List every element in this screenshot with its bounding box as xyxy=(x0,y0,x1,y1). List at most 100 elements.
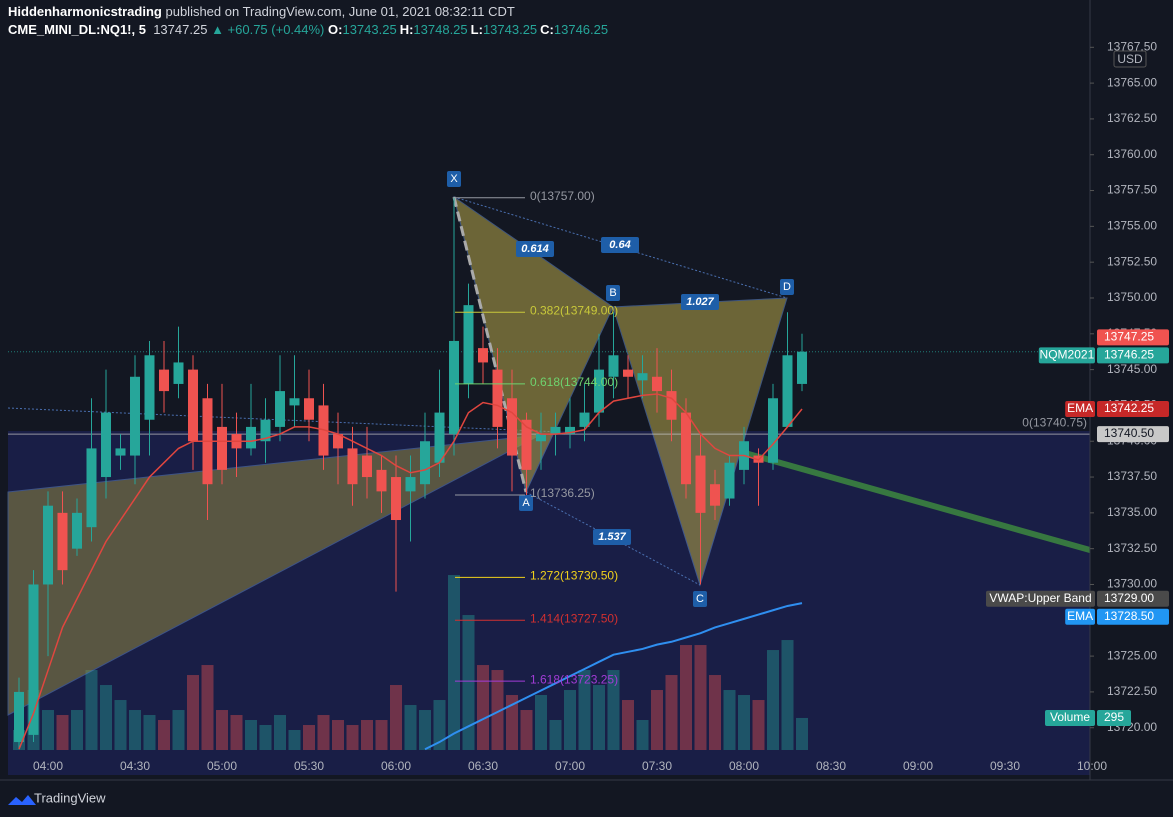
candle-body xyxy=(28,584,39,735)
fib-label: 1.414(13727.50) xyxy=(530,611,618,625)
candle-body xyxy=(710,484,720,506)
x-tick-label: 07:30 xyxy=(642,759,672,773)
y-tick-label: 13757.50 xyxy=(1107,183,1157,197)
volume-bar xyxy=(404,705,417,750)
point-box xyxy=(606,285,620,301)
candle-body xyxy=(768,398,778,463)
candle-body xyxy=(246,426,256,449)
ohlc-value: 13743.25 xyxy=(342,22,397,37)
ohlc: O:13743.25 H:13748.25 L:13743.25 C:13746.25 xyxy=(328,22,611,37)
price-tag-label: 13740.50 xyxy=(1104,426,1154,440)
price-tag-label: 13747.25 xyxy=(1104,330,1154,344)
candle-body xyxy=(405,477,416,492)
ratio-box xyxy=(681,294,719,310)
candle-body xyxy=(507,398,517,456)
axis: 13720.0013722.5013725.0013727.5013730.00… xyxy=(33,39,1169,773)
candle-body xyxy=(86,448,97,528)
candle-body xyxy=(43,505,53,585)
volume-bar xyxy=(462,615,475,750)
y-tick-label: 13735.00 xyxy=(1107,505,1157,519)
candle-body xyxy=(362,455,372,478)
tag-name: VWAP:Upper Band xyxy=(989,591,1091,605)
tag-name: EMA xyxy=(1067,609,1093,623)
candle-body xyxy=(376,469,387,492)
volume-bar xyxy=(593,685,605,750)
ac xyxy=(525,491,701,586)
price-tag xyxy=(1097,347,1169,364)
y-tick-label: 13732.50 xyxy=(1107,541,1157,555)
candle-body xyxy=(391,477,401,521)
fib-label: 1(13736.25) xyxy=(530,486,595,500)
candle-body xyxy=(652,376,662,392)
price-tag xyxy=(1097,426,1169,443)
candle-body xyxy=(260,419,271,442)
volume-name: Volume xyxy=(1050,710,1090,724)
x-tick-label: 09:30 xyxy=(990,759,1020,773)
x-tick-label: 04:00 xyxy=(33,759,63,773)
last: 13747.25 xyxy=(153,22,208,37)
candle-body xyxy=(115,448,126,456)
volume-bar xyxy=(85,670,98,750)
candle-body xyxy=(289,398,300,406)
logo xyxy=(8,795,36,805)
volume-bar xyxy=(390,685,402,750)
volume-bar xyxy=(201,665,214,750)
triangle xyxy=(7,434,541,716)
point-box xyxy=(780,279,794,295)
volume-bar xyxy=(651,690,663,750)
candle-body xyxy=(536,434,546,442)
volume-bar xyxy=(274,715,286,750)
tag-name-box xyxy=(1038,347,1095,364)
y-tick-label: 13737.50 xyxy=(1107,469,1157,483)
x-tick-label: 10:00 xyxy=(1077,759,1107,773)
volume-bar xyxy=(56,715,69,750)
fib-label: 0(13757.00) xyxy=(530,189,595,203)
volume-bar xyxy=(187,675,199,750)
volume-bar xyxy=(172,710,185,750)
candle-body xyxy=(14,691,24,743)
footer: TradingView xyxy=(34,790,106,805)
ratio-box xyxy=(593,529,631,545)
point-box xyxy=(519,495,533,511)
x-tick-label: 04:30 xyxy=(120,759,150,773)
volume-bar xyxy=(520,710,533,750)
green-trend xyxy=(744,450,1098,555)
price-tag-label: 13728.50 xyxy=(1104,609,1154,623)
tag-name: EMA xyxy=(1067,401,1093,415)
published: published on TradingView.com, June 01, 2… xyxy=(165,4,515,19)
harmonic: X A B C D 0.614 0.64 1.027 1.537 0(13757.00) 0.382… xyxy=(447,171,1087,686)
author: Hiddenharmonicstrading xyxy=(8,4,162,19)
volume-bar xyxy=(564,690,576,750)
volume-bar xyxy=(230,715,243,750)
volume-bar xyxy=(796,717,808,750)
volume-bar xyxy=(375,720,388,750)
candle-body xyxy=(681,412,691,485)
fib-label: 0.618(13744.00) xyxy=(530,375,618,389)
volume-name-box xyxy=(1045,709,1095,726)
candle-body xyxy=(594,369,604,413)
volume-tag-label: 295 xyxy=(1104,710,1124,724)
volume-bar xyxy=(361,720,373,750)
tag-name-box xyxy=(986,590,1095,607)
candle-body xyxy=(333,434,343,449)
x-tick-label: 09:00 xyxy=(903,759,933,773)
price-tag-label: 13746.25 xyxy=(1104,348,1154,362)
y-tick-label: 13755.00 xyxy=(1107,219,1157,233)
candle-body xyxy=(463,305,474,384)
candle-body xyxy=(521,419,532,470)
volume-bar xyxy=(288,730,301,750)
candle-body xyxy=(275,391,285,427)
volume-bar xyxy=(549,720,562,750)
ema-line xyxy=(424,602,803,751)
header-line1: Hiddenharmonicstrading published on Trad… xyxy=(8,4,515,19)
candle-body xyxy=(217,426,227,470)
volume-bar xyxy=(332,720,344,750)
ratio-label: 0.64 xyxy=(609,239,630,251)
candle-body xyxy=(782,355,793,427)
tag-name-box xyxy=(1065,608,1095,625)
y-tick-label: 13722.50 xyxy=(1107,684,1157,698)
price-tag xyxy=(1097,590,1169,607)
ratio-box xyxy=(516,241,554,257)
symbol: CME_MINI_DL:NQ1!, 5 xyxy=(8,22,146,37)
candle-body xyxy=(724,462,735,499)
